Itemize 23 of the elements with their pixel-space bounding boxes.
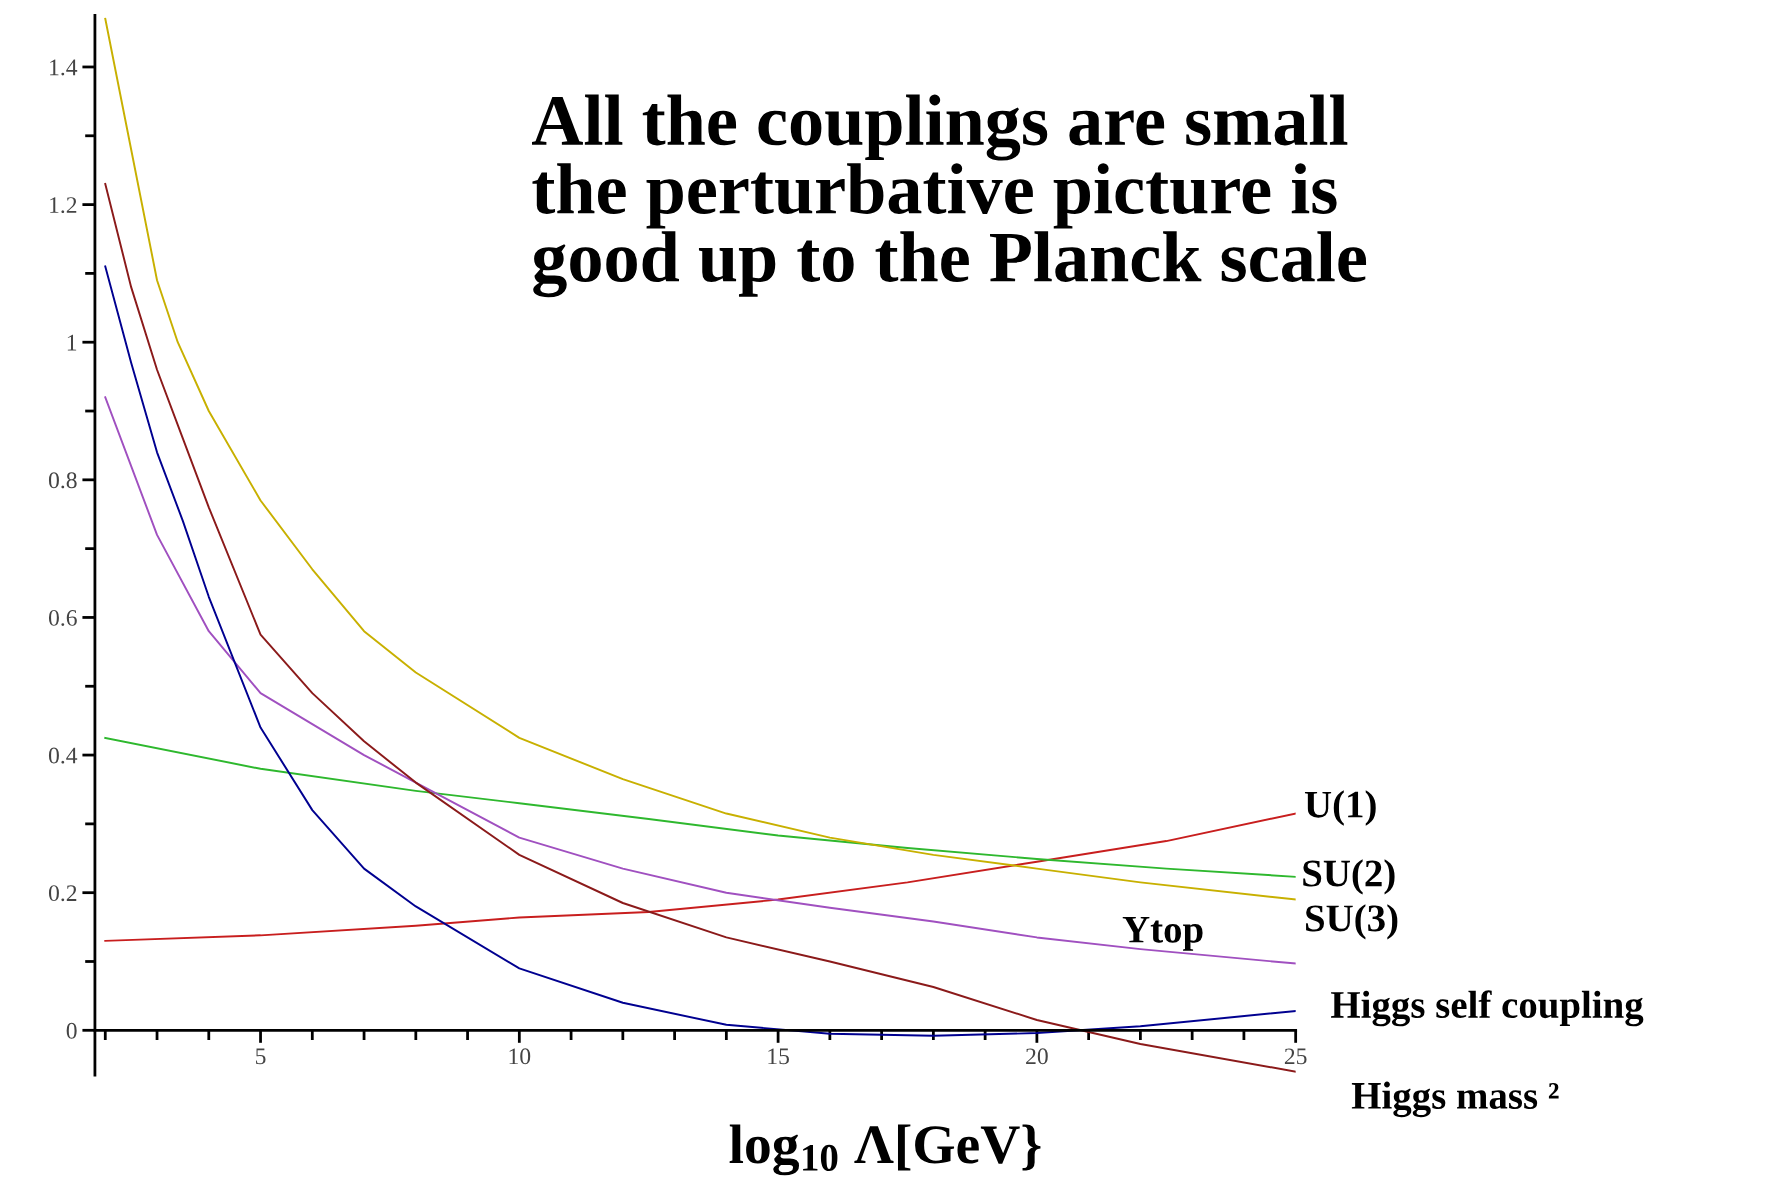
y-tick-label: 0.4	[48, 747, 78, 764]
series-label: Higgs mass ²	[1351, 1081, 1559, 1118]
x-tick-label: 25	[1284, 1048, 1307, 1065]
y-tick-label: 0	[66, 1022, 77, 1039]
series-label: Higgs self coupling	[1331, 990, 1644, 1027]
y-tick-label: 1.4	[50, 59, 78, 76]
y-tick-label: 0.2	[48, 885, 77, 902]
text: All the couplings are small the perturbative picture is good up to the Planck scale	[532, 94, 1367, 298]
y-tick-label: 1.2	[50, 197, 77, 214]
x-tick-label: 15	[768, 1048, 789, 1065]
y-tick-label: 0.8	[48, 472, 77, 489]
series-label: SU(3)	[1306, 904, 1398, 940]
series-label: U(1)	[1304, 790, 1376, 826]
x-tick-label: 20	[1026, 1048, 1048, 1065]
x-tick-label: 10	[509, 1048, 531, 1065]
x-tick-label: 5	[256, 1048, 266, 1065]
line-series	[104, 736, 1296, 878]
series-label: SU(2)	[1303, 859, 1395, 895]
y-tick-label: 0.6	[48, 609, 77, 626]
series-label: Ytop	[1122, 916, 1203, 951]
line-series	[104, 396, 1296, 965]
x-axis-title: log$_{10}$ Λ[GeV}	[729, 1124, 1041, 1176]
y-tick-label: 1	[67, 334, 77, 351]
